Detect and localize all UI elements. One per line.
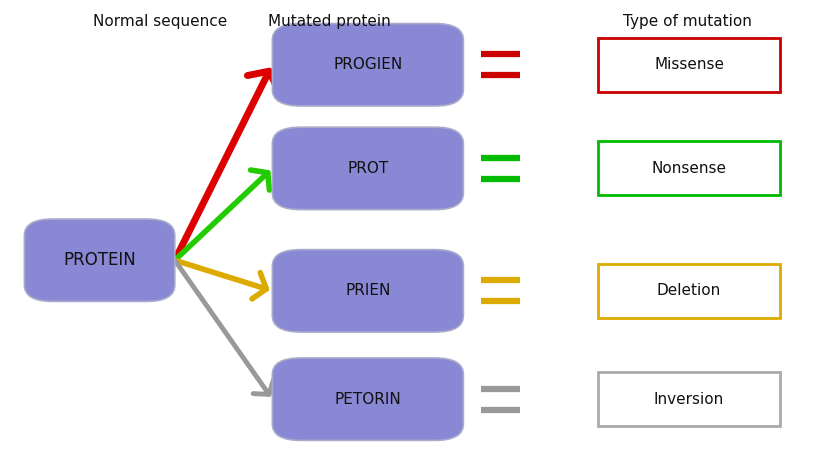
- FancyBboxPatch shape: [272, 250, 463, 332]
- Text: PROTEIN: PROTEIN: [63, 251, 136, 269]
- FancyBboxPatch shape: [598, 141, 780, 195]
- FancyBboxPatch shape: [598, 264, 780, 318]
- Text: Inversion: Inversion: [654, 392, 724, 406]
- FancyBboxPatch shape: [24, 219, 175, 301]
- Text: Missense: Missense: [654, 57, 724, 72]
- Text: Nonsense: Nonsense: [651, 161, 727, 176]
- FancyBboxPatch shape: [272, 358, 463, 440]
- Text: Deletion: Deletion: [657, 284, 721, 298]
- FancyBboxPatch shape: [272, 24, 463, 106]
- Text: PROGIEN: PROGIEN: [333, 57, 402, 72]
- Text: PETORIN: PETORIN: [334, 392, 402, 406]
- FancyBboxPatch shape: [272, 127, 463, 210]
- Text: PRIEN: PRIEN: [346, 284, 390, 298]
- Text: PROT: PROT: [347, 161, 389, 176]
- FancyBboxPatch shape: [598, 38, 780, 92]
- Text: Normal sequence: Normal sequence: [93, 14, 228, 29]
- Text: Mutated protein: Mutated protein: [268, 14, 390, 29]
- FancyBboxPatch shape: [598, 372, 780, 426]
- Text: Type of mutation: Type of mutation: [623, 14, 751, 29]
